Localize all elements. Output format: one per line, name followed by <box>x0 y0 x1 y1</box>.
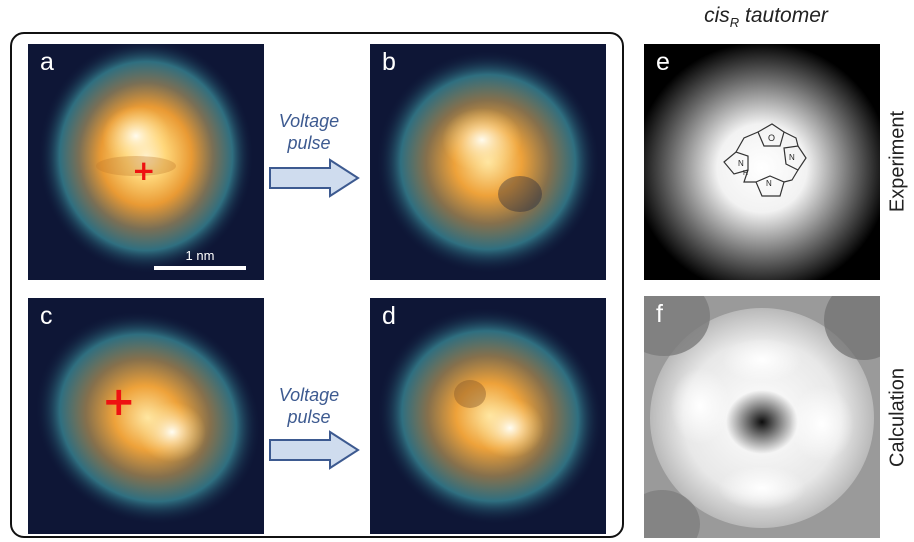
panel-a-letter: a <box>40 48 54 76</box>
arrow-2-label: Voltage pulse <box>254 384 364 428</box>
figure-title: cisR tautomer <box>704 4 828 31</box>
porphyrin-molecule-overlay: O N N N H <box>723 123 807 197</box>
arrow-2-label-line2: pulse <box>287 407 331 427</box>
stm-blob <box>34 310 262 526</box>
panel-f-letter: f <box>656 300 663 328</box>
arrow-1-icon <box>269 158 360 198</box>
panel-e-letter: e <box>656 48 670 76</box>
panel-c-stm-image: c + <box>28 298 264 534</box>
tip-position-cross: + <box>132 154 156 187</box>
panel-b-letter: b <box>382 48 396 76</box>
gray-blob <box>644 44 880 280</box>
scale-bar-label: 1 nm <box>185 248 215 263</box>
panel-d-stm-image: d <box>370 298 606 534</box>
panel-group-frame <box>10 32 624 538</box>
panel-d-letter: d <box>382 302 396 330</box>
row-label-calculation: Calculation <box>886 368 909 467</box>
panel-f-calculation-image: f <box>644 296 880 538</box>
panel-c-letter: c <box>40 302 53 330</box>
nitrogen-hydrogen-atom: N <box>738 159 744 168</box>
scale-bar <box>154 266 246 270</box>
stm-blob <box>376 50 600 274</box>
arrow-1-label-line1: Voltage <box>278 111 340 131</box>
arrow-1-label-line2: pulse <box>287 133 331 153</box>
stm-blob <box>38 44 254 274</box>
oxygen-atom: O <box>768 133 775 143</box>
nitrogen-atom-bottom: N <box>766 179 772 188</box>
panel-a-stm-image: a + 1 nm <box>28 44 264 280</box>
arrow-2-icon <box>269 430 360 470</box>
tip-position-cross: + <box>102 379 136 425</box>
nitrogen-atom-right: N <box>789 153 795 162</box>
hydrogen-atom: H <box>743 170 748 177</box>
row-label-experiment: Experiment <box>886 110 909 213</box>
arrow-1-label: Voltage pulse <box>254 110 364 154</box>
arrow-2-label-line1: Voltage <box>278 385 340 405</box>
panel-e-experiment-image: e O N N N H <box>644 44 880 280</box>
gray-blob <box>644 296 880 538</box>
panel-b-stm-image: b <box>370 44 606 280</box>
stm-blob <box>377 306 603 526</box>
